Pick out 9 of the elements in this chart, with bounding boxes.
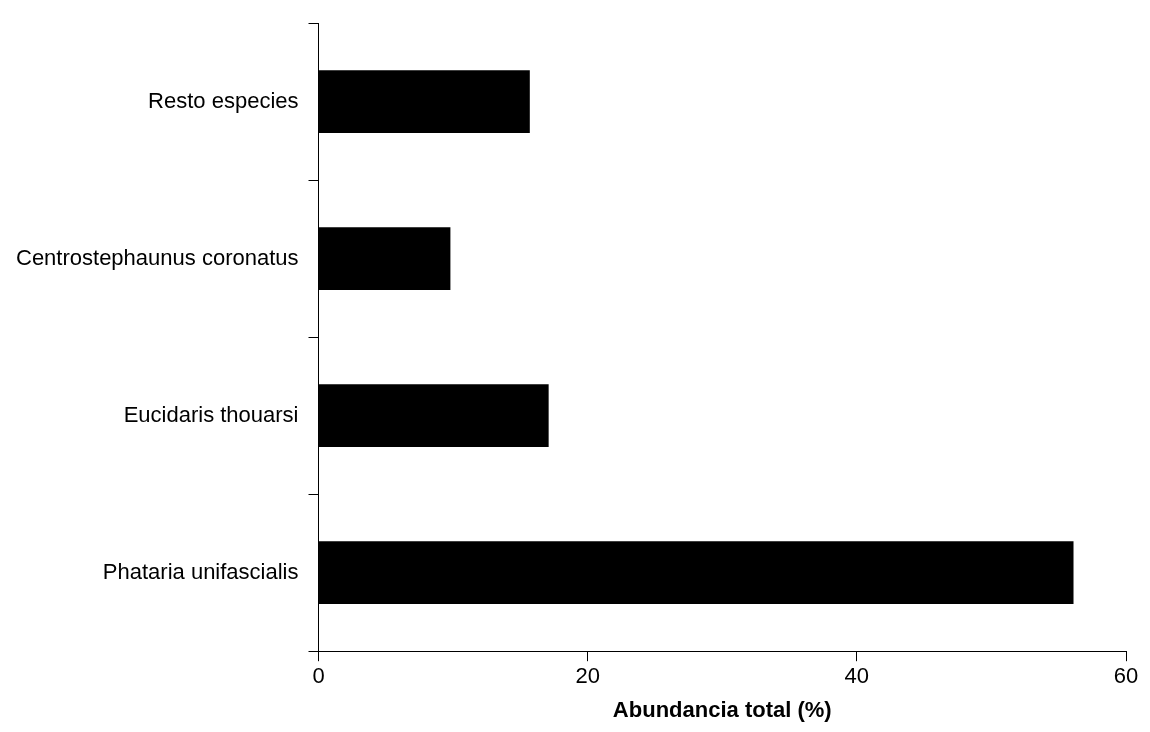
- x-tick-label: 0: [312, 663, 325, 689]
- y-tick-label: Centrostephaunus coronatus: [15, 244, 299, 270]
- y-tick-label: Phataria unifascialis: [102, 558, 299, 584]
- y-tick-label: Eucidaris thouarsi: [123, 401, 299, 427]
- x-tick-label: 40: [844, 663, 870, 689]
- x-axis-title: Abundancia total (%): [612, 696, 832, 722]
- x-tick-label: 20: [575, 663, 600, 689]
- y-tick-label: Resto especies: [148, 87, 299, 113]
- x-tick-label: 60: [1113, 663, 1139, 689]
